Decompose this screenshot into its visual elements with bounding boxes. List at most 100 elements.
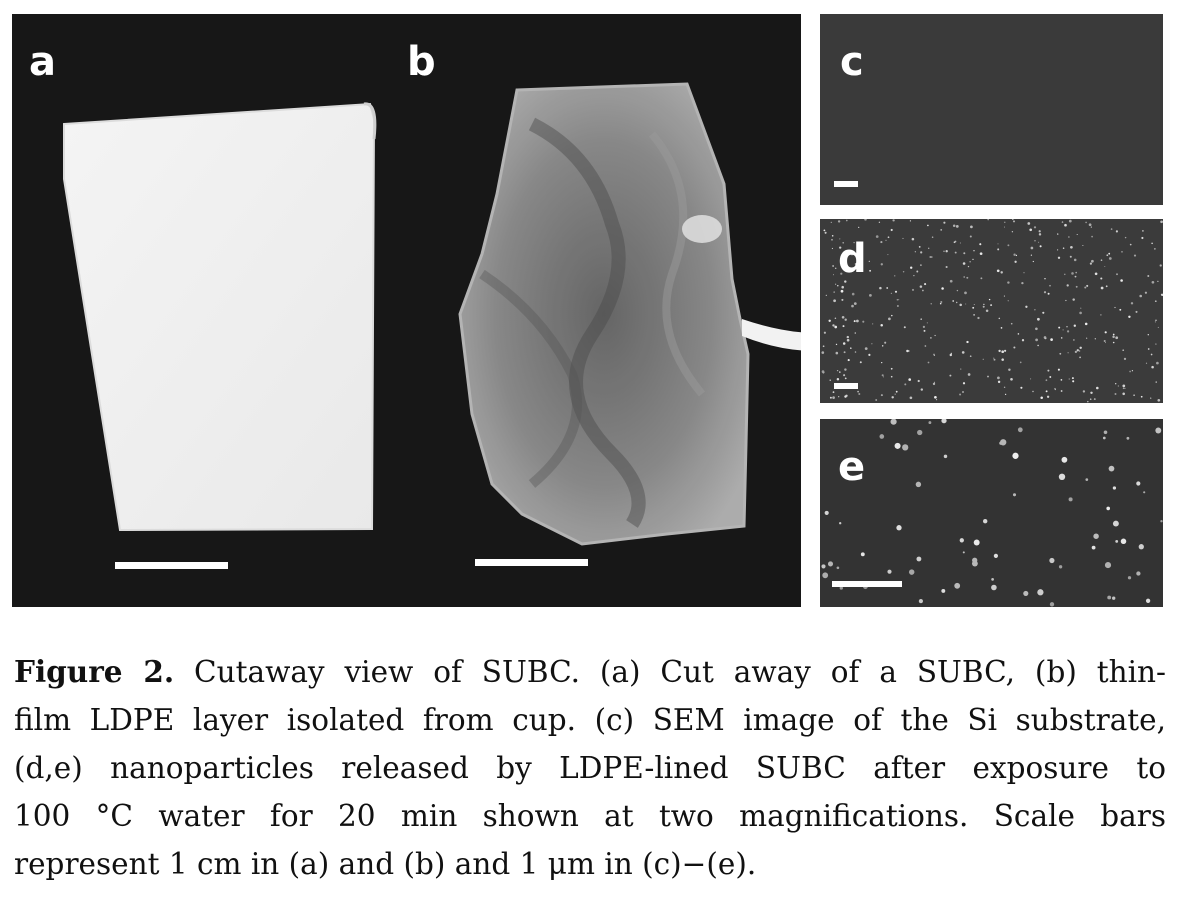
speckle <box>1013 346 1016 349</box>
speckle <box>833 299 836 303</box>
speckle <box>1017 427 1023 433</box>
speckle <box>1104 331 1107 334</box>
speckle <box>923 329 926 332</box>
speckle <box>838 396 840 398</box>
speckle <box>1142 230 1144 232</box>
speckle <box>881 374 884 377</box>
speckle <box>840 289 844 293</box>
speckle <box>1114 306 1116 309</box>
speckle <box>844 269 846 271</box>
speckle <box>887 569 892 574</box>
speckle <box>864 347 868 350</box>
speckle <box>1086 284 1089 287</box>
speckle <box>1000 271 1003 274</box>
speckle <box>1096 386 1099 390</box>
speckle <box>1045 390 1048 393</box>
speckle <box>928 421 932 425</box>
speckle <box>983 519 988 524</box>
speckle <box>842 241 845 244</box>
speckle <box>823 229 826 232</box>
speckle <box>834 267 837 270</box>
speckle <box>911 237 915 241</box>
nanoparticle-dots-e <box>821 419 1163 607</box>
speckle <box>972 306 975 309</box>
speckle <box>1089 262 1092 265</box>
speckle <box>1139 294 1143 298</box>
panel-label-d: d <box>838 236 867 282</box>
speckle <box>1120 279 1123 282</box>
speckle <box>1076 233 1078 236</box>
speckle <box>853 241 855 244</box>
speckle <box>1154 321 1156 323</box>
speckle <box>1112 333 1115 336</box>
speckle <box>973 250 975 252</box>
speckle <box>1114 393 1117 395</box>
speckle <box>1060 390 1063 392</box>
speckle <box>985 309 989 312</box>
nanoparticle-dots-d <box>821 219 1163 403</box>
speckle <box>1119 308 1122 311</box>
speckle <box>1060 379 1063 381</box>
speckle <box>1157 280 1159 283</box>
speckle <box>1100 286 1104 290</box>
speckle <box>960 368 962 370</box>
speckle <box>847 359 850 362</box>
speckle <box>842 325 845 328</box>
speckle <box>837 284 839 287</box>
speckle <box>932 382 936 386</box>
speckle <box>1145 362 1148 364</box>
speckle <box>1133 254 1137 257</box>
speckle <box>1160 520 1163 523</box>
speckle <box>1007 300 1009 302</box>
speckle <box>918 246 921 248</box>
speckle <box>919 285 923 288</box>
speckle <box>914 251 916 253</box>
speckle <box>949 279 953 283</box>
speckle <box>1115 336 1119 340</box>
speckle <box>1057 368 1060 371</box>
speckle <box>962 262 966 265</box>
speckle <box>868 260 870 262</box>
speckle <box>1108 465 1115 472</box>
speckle <box>1027 222 1031 225</box>
speckle <box>1122 384 1126 388</box>
speckle <box>920 251 923 254</box>
speckle <box>1010 377 1013 381</box>
speckle <box>930 337 932 339</box>
speckle <box>1084 322 1088 326</box>
speckle <box>1112 341 1115 344</box>
speckle <box>1068 497 1073 502</box>
speckle <box>871 343 873 345</box>
speckle <box>1049 284 1051 287</box>
speckle <box>1004 349 1007 352</box>
speckle <box>1035 338 1038 342</box>
speckle <box>1003 386 1006 388</box>
speckle <box>1007 281 1010 284</box>
speckle <box>839 246 842 249</box>
speckle <box>1090 226 1092 228</box>
speckle <box>1103 339 1106 343</box>
speckle <box>1112 335 1115 339</box>
speckle <box>850 347 852 349</box>
speckle <box>853 320 856 323</box>
speckle <box>1046 395 1050 398</box>
speckle <box>1073 324 1076 327</box>
speckle <box>1159 264 1162 267</box>
panel-label-b: b <box>407 39 436 85</box>
speckle <box>1032 260 1034 263</box>
speckle <box>1154 300 1157 303</box>
speckle <box>851 304 854 308</box>
speckle <box>1029 228 1033 232</box>
speckle <box>846 268 849 271</box>
speckle <box>1112 520 1119 527</box>
speckle <box>1079 356 1081 359</box>
speckle <box>832 391 835 393</box>
speckle <box>880 324 883 327</box>
speckle <box>916 556 922 562</box>
speckle <box>987 219 990 221</box>
speckle <box>964 291 967 295</box>
speckle <box>872 323 874 325</box>
speckle <box>966 276 969 279</box>
speckle <box>1071 272 1074 275</box>
speckle <box>890 228 893 232</box>
